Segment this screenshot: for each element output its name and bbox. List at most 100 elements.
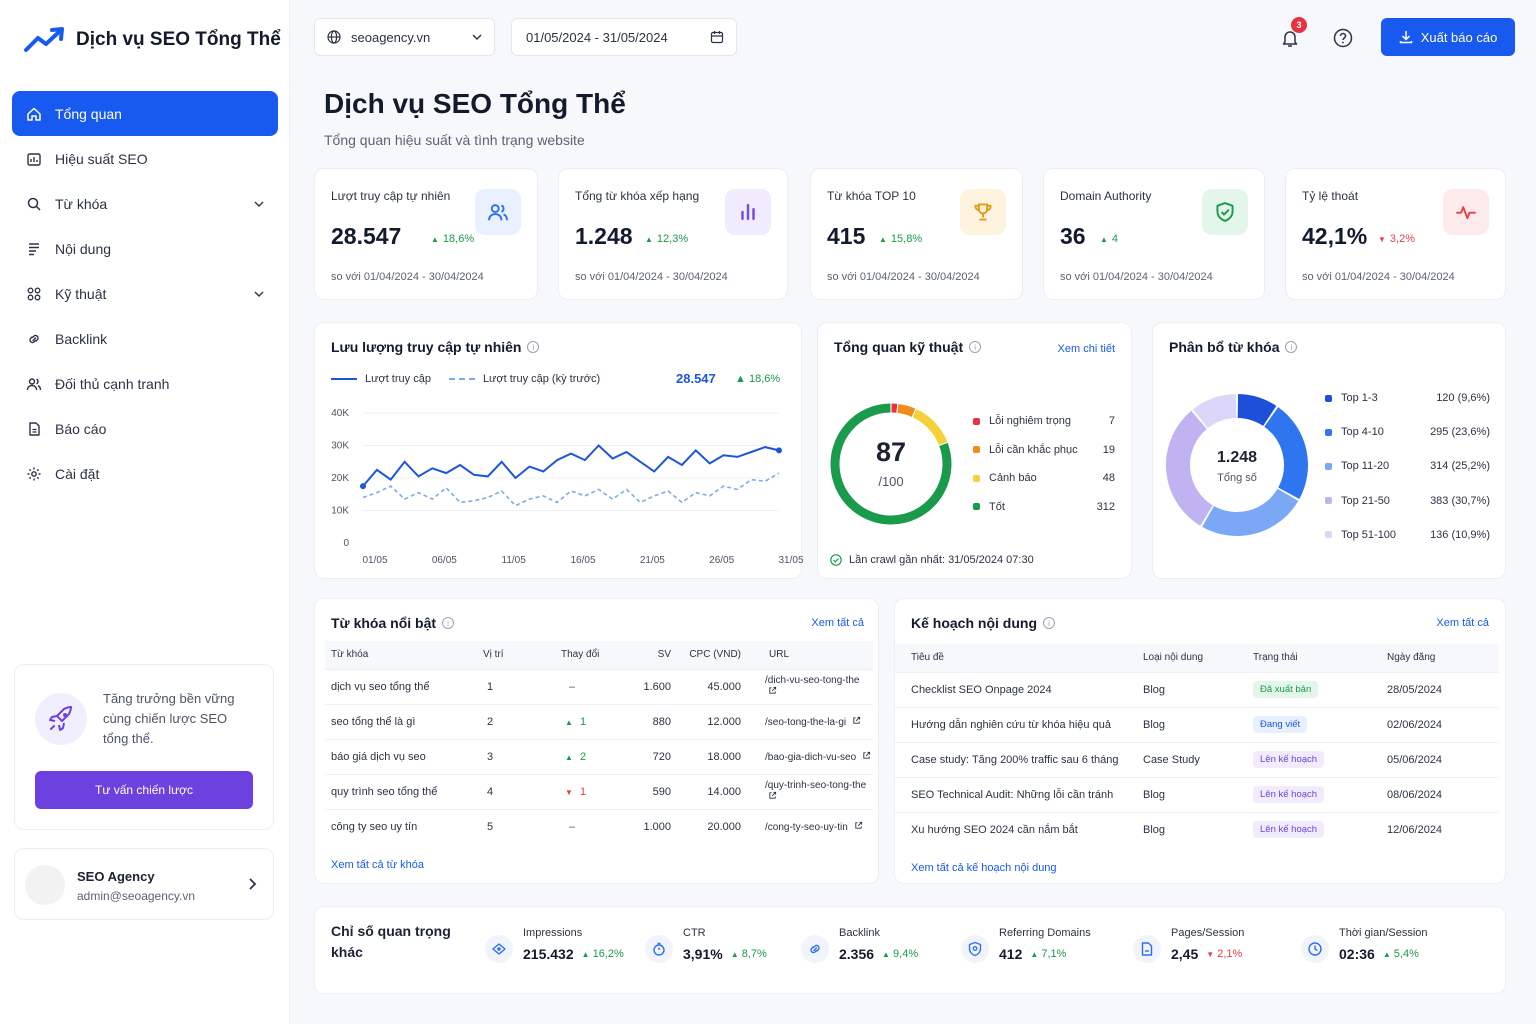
content-title-cell[interactable]: Xu hướng SEO 2024 cần nắm bắt: [895, 811, 1143, 847]
external-link-icon[interactable]: [768, 686, 777, 695]
url-text[interactable]: /quy-trinh-seo-tong-the: [765, 780, 867, 791]
keyword-cell[interactable]: quy trình seo tổng thể: [325, 773, 483, 809]
brand[interactable]: Dịch vụ SEO Tổng Thể: [24, 26, 281, 54]
content-title-cell[interactable]: Case study: Tăng 200% traffic sau 6 thán…: [895, 741, 1143, 777]
tech-issue-row[interactable]: Tốt 312: [973, 493, 1115, 522]
sidebar-item-5[interactable]: Backlink: [12, 316, 278, 361]
info-icon[interactable]: i: [969, 341, 982, 353]
table-row[interactable]: Checklist SEO Onpage 2024 Blog Đã xuất bản…: [895, 671, 1499, 707]
kpi-card[interactable]: Tỷ lệ thoát 42,1% ▼ 3,2% so với 01/04/2024 -…: [1285, 168, 1506, 300]
keyword-cell[interactable]: báo giá dịch vụ seo: [325, 738, 483, 774]
column-header[interactable]: Ngày đăng: [1387, 644, 1499, 672]
url-text[interactable]: /seo-tong-the-la-gi: [765, 716, 847, 728]
distribution-row[interactable]: Top 1-3 120 (9,6%): [1325, 381, 1490, 415]
url-cell[interactable]: /cong-ty-seo-uy-tin: [749, 808, 873, 844]
keywords-see-all-link[interactable]: Xem tất cả: [811, 617, 864, 629]
metric-item[interactable]: Pages/Session 2,45 ▼ 2,1%: [1133, 927, 1244, 963]
table-row[interactable]: SEO Technical Audit: Những lỗi cần tránh…: [895, 776, 1499, 812]
info-icon[interactable]: i: [1285, 341, 1298, 353]
external-link-icon[interactable]: [862, 751, 871, 760]
donut-slice-0[interactable]: [1237, 394, 1277, 427]
metric-item[interactable]: Impressions 215.432 ▲ 16,2%: [485, 927, 624, 963]
data-point[interactable]: [776, 447, 782, 454]
export-report-button[interactable]: Xuất báo cáo: [1381, 18, 1515, 56]
external-link-icon[interactable]: [852, 716, 861, 725]
url-text[interactable]: /bao-gia-dich-vu-seo: [765, 751, 857, 763]
donut-slice-2[interactable]: [1202, 488, 1299, 536]
url-text[interactable]: /dich-vu-seo-tong-the: [765, 675, 860, 686]
sidebar-item-6[interactable]: Đối thủ cạnh tranh: [12, 361, 278, 406]
table-row[interactable]: quy trình seo tổng thể 4 ▼ 1 590 14.000/quy-…: [325, 773, 873, 809]
donut-slice-1[interactable]: [1263, 407, 1308, 500]
sidebar-item-2[interactable]: Từ khóa: [12, 181, 278, 226]
metric-item[interactable]: Backlink 2.356 ▲ 9,4%: [801, 927, 918, 963]
url-cell[interactable]: /seo-tong-the-la-gi: [749, 703, 873, 739]
keyword-cell[interactable]: công ty seo uy tín: [325, 808, 483, 844]
kpi-card[interactable]: Từ khóa TOP 10 415 ▲ 15,8% so với 01/04/2024…: [810, 168, 1023, 300]
tech-detail-link[interactable]: Xem chi tiết: [1057, 343, 1115, 355]
notification-button[interactable]: 3: [1275, 17, 1307, 53]
strategy-consult-button[interactable]: Tư vấn chiến lược: [35, 771, 253, 809]
metric-item[interactable]: CTR 3,91% ▲ 8,7%: [645, 927, 767, 963]
column-header[interactable]: Loại nội dung: [1143, 644, 1253, 672]
tech-issue-row[interactable]: Lỗi cần khắc phục 19: [973, 436, 1115, 465]
sidebar-item-0[interactable]: Tổng quan: [12, 91, 278, 136]
sidebar-item-3[interactable]: Nội dung: [12, 226, 278, 271]
url-cell[interactable]: /quy-trinh-seo-tong-the: [749, 773, 873, 809]
url-text[interactable]: /cong-ty-seo-uy-tin: [765, 821, 848, 833]
table-row[interactable]: báo giá dịch vụ seo 3 ▲ 2 720 18.000/bao-gia…: [325, 738, 873, 774]
column-header[interactable]: Thay đổi: [553, 641, 623, 669]
keyword-cell[interactable]: seo tổng thể là gì: [325, 703, 483, 739]
column-header[interactable]: Vị trí: [483, 641, 553, 669]
donut-slice-3[interactable]: [1166, 410, 1214, 526]
keyword-cell[interactable]: dịch vụ seo tổng thể: [325, 668, 483, 704]
metric-item[interactable]: Referring Domains 412 ▲ 7,1%: [961, 927, 1091, 963]
date-range-picker[interactable]: 01/05/2024 - 31/05/2024: [511, 18, 737, 56]
legend-current-label: Lượt truy cập: [365, 373, 431, 385]
content-plan-see-all-link[interactable]: Xem tất cả: [1436, 617, 1489, 629]
help-button[interactable]: [1328, 23, 1358, 53]
content-title-cell[interactable]: SEO Technical Audit: Những lỗi cần tránh: [895, 776, 1143, 812]
sidebar-item-1[interactable]: Hiệu suất SEO: [12, 136, 278, 181]
table-row[interactable]: Case study: Tăng 200% traffic sau 6 thán…: [895, 741, 1499, 777]
column-header[interactable]: URL: [749, 641, 873, 669]
url-cell[interactable]: /dich-vu-seo-tong-the: [749, 668, 873, 704]
table-row[interactable]: Hướng dẫn nghiên cứu từ khóa hiệu quả Blo…: [895, 706, 1499, 742]
table-row[interactable]: dịch vụ seo tổng thể 1 – 1.600 45.000/dich-v…: [325, 668, 873, 704]
column-header[interactable]: SV: [623, 641, 671, 669]
external-link-icon[interactable]: [854, 821, 863, 830]
distribution-row[interactable]: Top 4-10 295 (23,6%): [1325, 415, 1490, 449]
data-point[interactable]: [360, 483, 366, 490]
keywords-footer-link[interactable]: Xem tất cả từ khóa: [331, 859, 424, 871]
site-selector[interactable]: seoagency.vn: [314, 18, 495, 56]
url-cell[interactable]: /bao-gia-dich-vu-seo: [749, 738, 873, 774]
column-header[interactable]: Từ khóa: [325, 641, 483, 669]
table-row[interactable]: Xu hướng SEO 2024 cần nắm bắt Blog Lên kế …: [895, 811, 1499, 847]
distribution-row[interactable]: Top 51-100 136 (10,9%): [1325, 518, 1490, 552]
kpi-card[interactable]: Lượt truy cập tự nhiên 28.547 ▲ 18,6% so với…: [314, 168, 538, 300]
kpi-card[interactable]: Tổng từ khóa xếp hạng 1.248 ▲ 12,3% so với 0…: [558, 168, 788, 300]
content-title-cell[interactable]: Hướng dẫn nghiên cứu từ khóa hiệu quả: [895, 706, 1143, 742]
external-link-icon[interactable]: [768, 791, 777, 800]
donut-slice-4[interactable]: [1192, 394, 1237, 429]
sidebar-item-7[interactable]: Báo cáo: [12, 406, 278, 451]
table-row[interactable]: công ty seo uy tín 5 – 1.000 20.000/cong-ty-…: [325, 808, 873, 844]
column-header[interactable]: Tiêu đề: [895, 644, 1143, 672]
tech-issue-row[interactable]: Lỗi nghiêm trọng 7: [973, 407, 1115, 436]
content-plan-footer-link[interactable]: Xem tất cả kế hoạch nội dung: [911, 862, 1057, 874]
info-icon[interactable]: i: [442, 617, 455, 629]
info-icon[interactable]: i: [527, 341, 540, 353]
distribution-row[interactable]: Top 21-50 383 (30,7%): [1325, 484, 1490, 518]
sidebar-item-8[interactable]: Cài đặt: [12, 451, 278, 496]
table-row[interactable]: seo tổng thể là gì 2 ▲ 1 880 12.000/seo-tong…: [325, 703, 873, 739]
user-card[interactable]: SEO Agency admin@seoagency.vn: [14, 848, 274, 920]
column-header[interactable]: CPC (VND): [671, 641, 749, 669]
content-title-cell[interactable]: Checklist SEO Onpage 2024: [895, 671, 1143, 707]
metric-item[interactable]: Thời gian/Session 02:36 ▲ 5,4%: [1301, 927, 1428, 963]
distribution-row[interactable]: Top 11-20 314 (25,2%): [1325, 449, 1490, 483]
sidebar-item-4[interactable]: Kỹ thuật: [12, 271, 278, 316]
info-icon[interactable]: i: [1043, 617, 1055, 629]
tech-issue-row[interactable]: Cảnh báo 48: [973, 464, 1115, 493]
kpi-card[interactable]: Domain Authority 36 ▲ 4 so với 01/04/2024 - …: [1043, 168, 1265, 300]
column-header[interactable]: Trạng thái: [1253, 644, 1387, 672]
